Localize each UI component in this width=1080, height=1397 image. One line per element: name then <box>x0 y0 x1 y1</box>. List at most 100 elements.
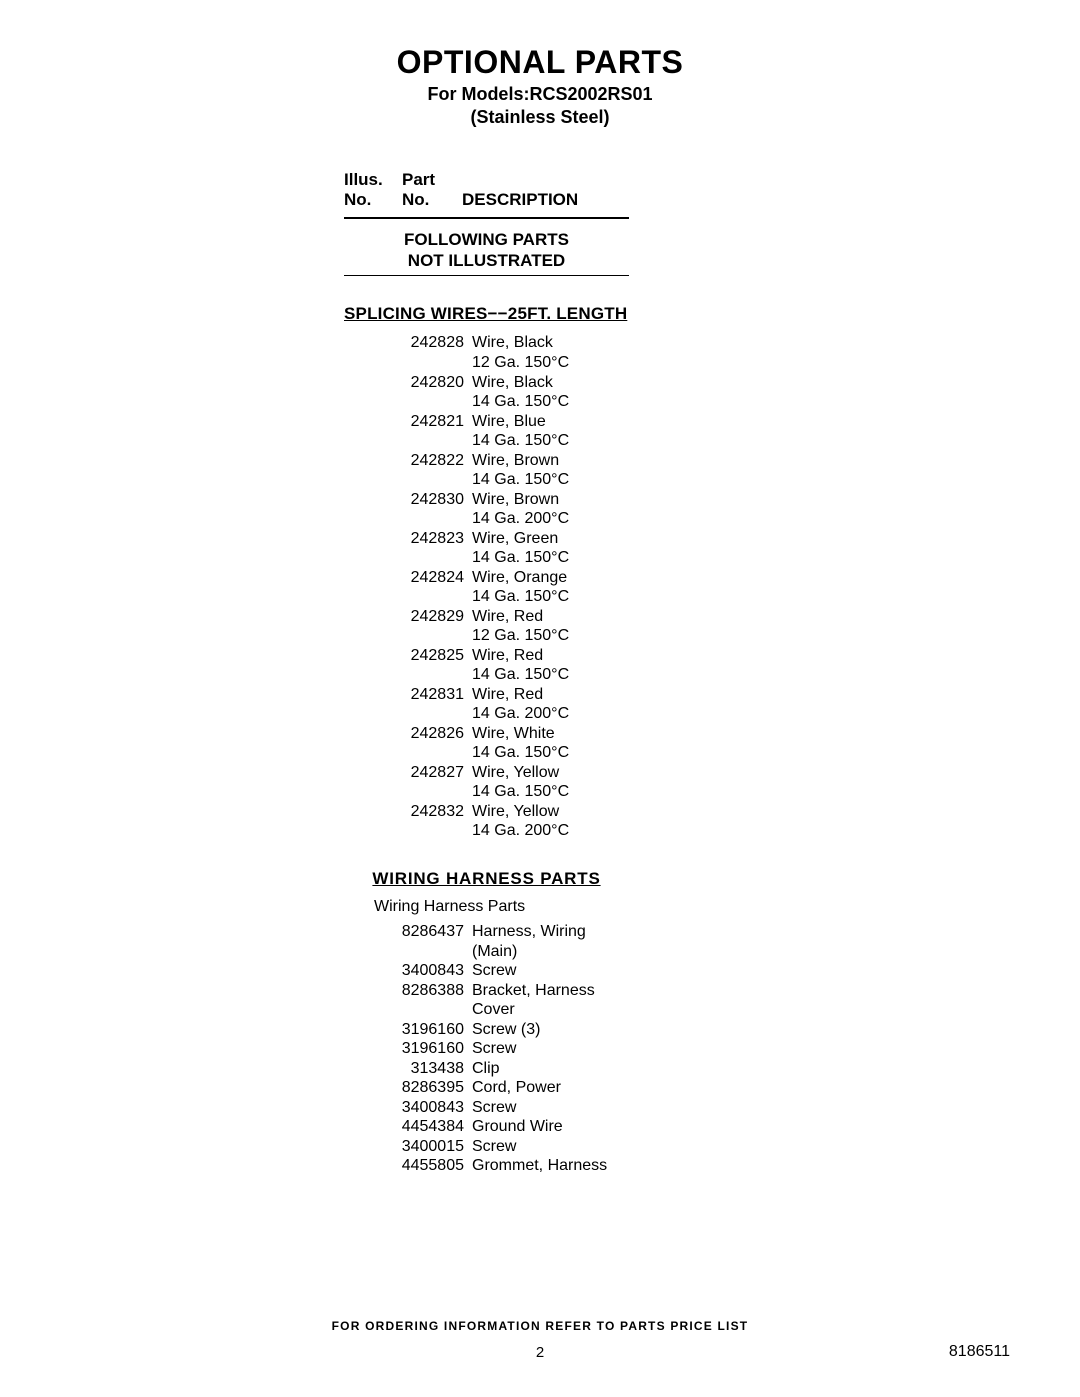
cell-part-no: 4455805 <box>392 1156 472 1176</box>
cell-description: Cord, Power <box>472 1078 664 1098</box>
table-row: 3400015Screw <box>344 1137 664 1157</box>
cell-description: Harness, Wiring (Main) <box>472 922 664 961</box>
cell-description: Wire, Red 14 Ga. 200°C <box>472 685 664 724</box>
cell-description: Wire, Yellow 14 Ga. 200°C <box>472 802 664 841</box>
cell-illus-no <box>344 529 392 568</box>
table-row: 242820Wire, Black 14 Ga. 150°C <box>344 373 664 412</box>
table-row: 3196160Screw (3) <box>344 1020 664 1040</box>
subtitle-line2: (Stainless Steel) <box>470 107 609 127</box>
cell-illus-no <box>344 1137 392 1157</box>
cell-illus-no <box>344 646 392 685</box>
cell-part-no: 242821 <box>392 412 472 451</box>
section-heading: WIRING HARNESS PARTS <box>344 865 629 892</box>
cell-part-no: 3400843 <box>392 961 472 981</box>
table-row: 3196160Screw <box>344 1039 664 1059</box>
table-row: 3400843Screw <box>344 961 664 981</box>
cell-illus-no <box>344 568 392 607</box>
table-row: 242825Wire, Red 14 Ga. 150°C <box>344 646 664 685</box>
cell-description: Wire, White 14 Ga. 150°C <box>472 724 664 763</box>
table-row: 4454384Ground Wire <box>344 1117 664 1137</box>
cell-illus-no <box>344 685 392 724</box>
cell-illus-no <box>344 451 392 490</box>
cell-description: Screw (3) <box>472 1020 664 1040</box>
cell-part-no: 242829 <box>392 607 472 646</box>
cell-illus-no <box>344 412 392 451</box>
cell-description: Wire, Brown 14 Ga. 200°C <box>472 490 664 529</box>
table-row: 242827Wire, Yellow 14 Ga. 150°C <box>344 763 664 802</box>
sections-container: SPLICING WIRES−−25FT. LENGTH242828Wire, … <box>344 300 664 1175</box>
cell-part-no: 242827 <box>392 763 472 802</box>
table-row: 3400843Screw <box>344 1098 664 1118</box>
cell-illus-no <box>344 1078 392 1098</box>
notice-l2: NOT ILLUSTRATED <box>408 251 565 270</box>
header-part-l1: Part <box>402 170 435 189</box>
cell-part-no: 3400843 <box>392 1098 472 1118</box>
cell-illus-no <box>344 981 392 1020</box>
table-row: 313438Clip <box>344 1059 664 1079</box>
notice-l1: FOLLOWING PARTS <box>404 230 569 249</box>
cell-part-no: 242820 <box>392 373 472 412</box>
header-desc: DESCRIPTION <box>456 190 664 210</box>
cell-illus-no <box>344 1098 392 1118</box>
cell-description: Screw <box>472 961 664 981</box>
cell-description: Wire, Yellow 14 Ga. 150°C <box>472 763 664 802</box>
cell-illus-no <box>344 922 392 961</box>
cell-part-no: 3196160 <box>392 1039 472 1059</box>
column-headers: Illus. No. Part No. DESCRIPTION <box>344 170 664 211</box>
cell-description: Clip <box>472 1059 664 1079</box>
cell-part-no: 242823 <box>392 529 472 568</box>
table-row: 242823Wire, Green 14 Ga. 150°C <box>344 529 664 568</box>
parts-list: 242828Wire, Black 12 Ga. 150°C242820Wire… <box>344 333 664 840</box>
page-number: 2 <box>0 1344 1080 1361</box>
table-row: 242822Wire, Brown 14 Ga. 150°C <box>344 451 664 490</box>
cell-illus-no <box>344 961 392 981</box>
cell-description: Wire, Brown 14 Ga. 150°C <box>472 451 664 490</box>
table-row: 8286437Harness, Wiring (Main) <box>344 922 664 961</box>
subtitle-line1: For Models:RCS2002RS01 <box>427 84 652 104</box>
cell-illus-no <box>344 724 392 763</box>
table-row: 242828Wire, Black 12 Ga. 150°C <box>344 333 664 372</box>
cell-part-no: 242825 <box>392 646 472 685</box>
cell-part-no: 4454384 <box>392 1117 472 1137</box>
parts-list: 8286437Harness, Wiring (Main)3400843Scre… <box>344 922 664 1176</box>
cell-illus-no <box>344 1117 392 1137</box>
section-subhead: Wiring Harness Parts <box>374 898 664 916</box>
cell-description: Screw <box>472 1137 664 1157</box>
cell-part-no: 242831 <box>392 685 472 724</box>
cell-part-no: 3400015 <box>392 1137 472 1157</box>
cell-part-no: 313438 <box>392 1059 472 1079</box>
cell-illus-no <box>344 607 392 646</box>
cell-illus-no <box>344 1020 392 1040</box>
footer-note: FOR ORDERING INFORMATION REFER TO PARTS … <box>0 1319 1080 1333</box>
cell-illus-no <box>344 1059 392 1079</box>
cell-description: Bracket, Harness Cover <box>472 981 664 1020</box>
cell-illus-no <box>344 373 392 412</box>
section-heading: SPLICING WIRES−−25FT. LENGTH <box>344 300 664 327</box>
cell-description: Wire, Black 12 Ga. 150°C <box>472 333 664 372</box>
cell-part-no: 242822 <box>392 451 472 490</box>
content-column: Illus. No. Part No. DESCRIPTION FOLLOWIN… <box>344 170 664 1176</box>
table-row: 242830Wire, Brown 14 Ga. 200°C <box>344 490 664 529</box>
cell-description: Wire, Black 14 Ga. 150°C <box>472 373 664 412</box>
cell-illus-no <box>344 763 392 802</box>
cell-description: Grommet, Harness <box>472 1156 664 1176</box>
header-illus-l2: No. <box>344 190 371 209</box>
cell-part-no: 242828 <box>392 333 472 372</box>
header-illus-l1: Illus. <box>344 170 383 189</box>
header-part-l2: No. <box>402 190 429 209</box>
notice-block: FOLLOWING PARTS NOT ILLUSTRATED <box>344 229 629 272</box>
table-row: 8286388Bracket, Harness Cover <box>344 981 664 1020</box>
cell-part-no: 242824 <box>392 568 472 607</box>
document-number: 8186511 <box>949 1343 1010 1361</box>
cell-illus-no <box>344 1156 392 1176</box>
table-row: 242824Wire, Orange 14 Ga. 150°C <box>344 568 664 607</box>
cell-part-no: 8286437 <box>392 922 472 961</box>
table-row: 242831Wire, Red 14 Ga. 200°C <box>344 685 664 724</box>
header-desc-text: DESCRIPTION <box>462 190 578 209</box>
cell-part-no: 8286395 <box>392 1078 472 1098</box>
cell-part-no: 242830 <box>392 490 472 529</box>
cell-illus-no <box>344 1039 392 1059</box>
cell-description: Wire, Orange 14 Ga. 150°C <box>472 568 664 607</box>
table-row: 4455805Grommet, Harness <box>344 1156 664 1176</box>
rule-bottom <box>344 275 629 276</box>
